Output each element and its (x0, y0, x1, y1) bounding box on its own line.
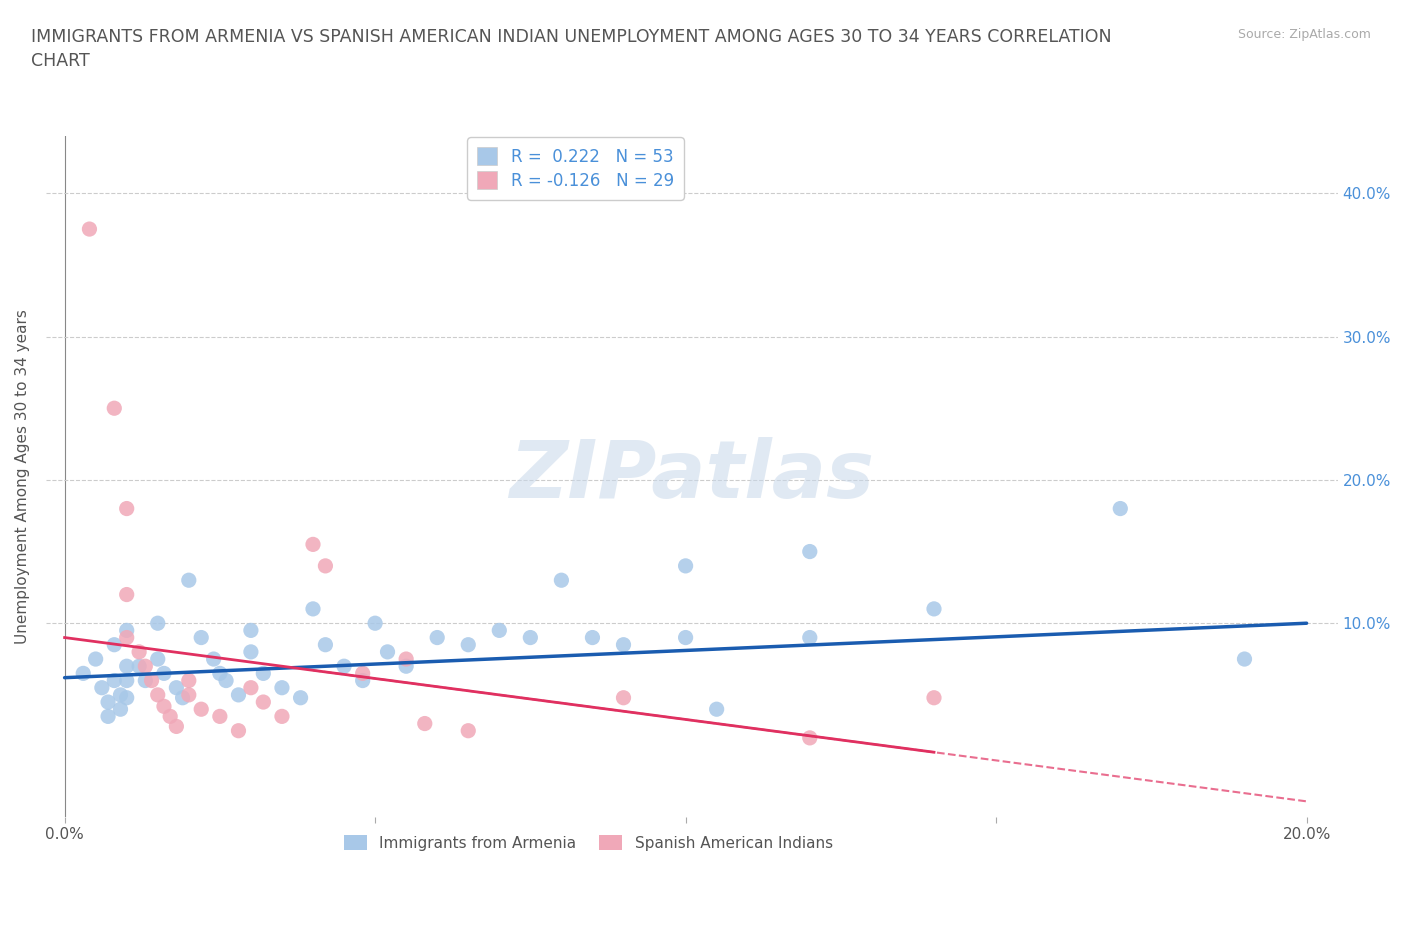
Point (271, 680, 294, 695)
Point (413, 716, 436, 731)
Point (128, 658, 150, 673)
Point (153, 699, 176, 714)
Point (457, 724, 479, 738)
Point (352, 673, 374, 688)
Legend: Immigrants from Armenia, Spanish American Indians: Immigrants from Armenia, Spanish America… (337, 829, 839, 857)
Point (208, 709, 231, 724)
Point (395, 658, 418, 673)
Point (215, 673, 238, 688)
Point (177, 573, 200, 588)
Point (395, 652, 418, 667)
Point (190, 631, 212, 645)
Point (146, 652, 169, 667)
Point (252, 666, 274, 681)
Point (97, 695, 120, 710)
Text: ZIPatlas: ZIPatlas (509, 437, 875, 515)
Point (146, 616, 169, 631)
Point (271, 709, 294, 724)
Point (177, 687, 200, 702)
Point (128, 644, 150, 659)
Point (190, 702, 212, 717)
Point (333, 658, 356, 673)
Point (1233, 652, 1256, 667)
Point (141, 673, 163, 688)
Text: IMMIGRANTS FROM ARMENIA VS SPANISH AMERICAN INDIAN UNEMPLOYMENT AMONG AGES 30 TO: IMMIGRANTS FROM ARMENIA VS SPANISH AMERI… (31, 28, 1112, 70)
Point (228, 687, 250, 702)
Point (550, 573, 572, 588)
Point (252, 695, 274, 710)
Point (110, 702, 132, 717)
Point (488, 623, 510, 638)
Point (706, 702, 728, 717)
Point (159, 709, 181, 724)
Point (426, 631, 449, 645)
Point (177, 673, 200, 688)
Point (377, 644, 399, 659)
Point (103, 673, 125, 688)
Point (172, 690, 194, 705)
Point (202, 652, 225, 667)
Point (581, 631, 603, 645)
Point (239, 623, 262, 638)
Y-axis label: Unemployment Among Ages 30 to 34 years: Unemployment Among Ages 30 to 34 years (15, 309, 30, 644)
Point (115, 631, 138, 645)
Point (314, 637, 336, 652)
Point (97, 709, 120, 724)
Point (228, 724, 250, 738)
Point (115, 623, 138, 638)
Point (72, 666, 94, 681)
Point (103, 637, 125, 652)
Point (153, 666, 176, 681)
Point (90, 680, 112, 695)
Point (799, 730, 821, 745)
Point (519, 631, 541, 645)
Point (134, 658, 156, 673)
Point (115, 673, 138, 688)
Point (79, 221, 101, 236)
Point (103, 401, 125, 416)
Point (165, 719, 187, 734)
Point (364, 616, 387, 631)
Point (165, 680, 187, 695)
Point (290, 690, 312, 705)
Point (1109, 501, 1132, 516)
Point (208, 666, 231, 681)
Point (302, 537, 325, 551)
Point (922, 690, 945, 705)
Point (115, 501, 138, 516)
Point (922, 602, 945, 617)
Point (302, 602, 325, 617)
Point (146, 687, 169, 702)
Point (239, 644, 262, 659)
Point (84, 652, 107, 667)
Point (612, 690, 634, 705)
Point (110, 687, 132, 702)
Text: Source: ZipAtlas.com: Source: ZipAtlas.com (1237, 28, 1371, 41)
Point (799, 544, 821, 559)
Point (799, 631, 821, 645)
Point (352, 666, 374, 681)
Point (115, 690, 138, 705)
Point (134, 673, 156, 688)
Point (457, 637, 479, 652)
Point (675, 558, 697, 573)
Point (675, 631, 697, 645)
Point (115, 658, 138, 673)
Point (314, 558, 336, 573)
Point (115, 587, 138, 602)
Point (239, 680, 262, 695)
Point (612, 637, 634, 652)
